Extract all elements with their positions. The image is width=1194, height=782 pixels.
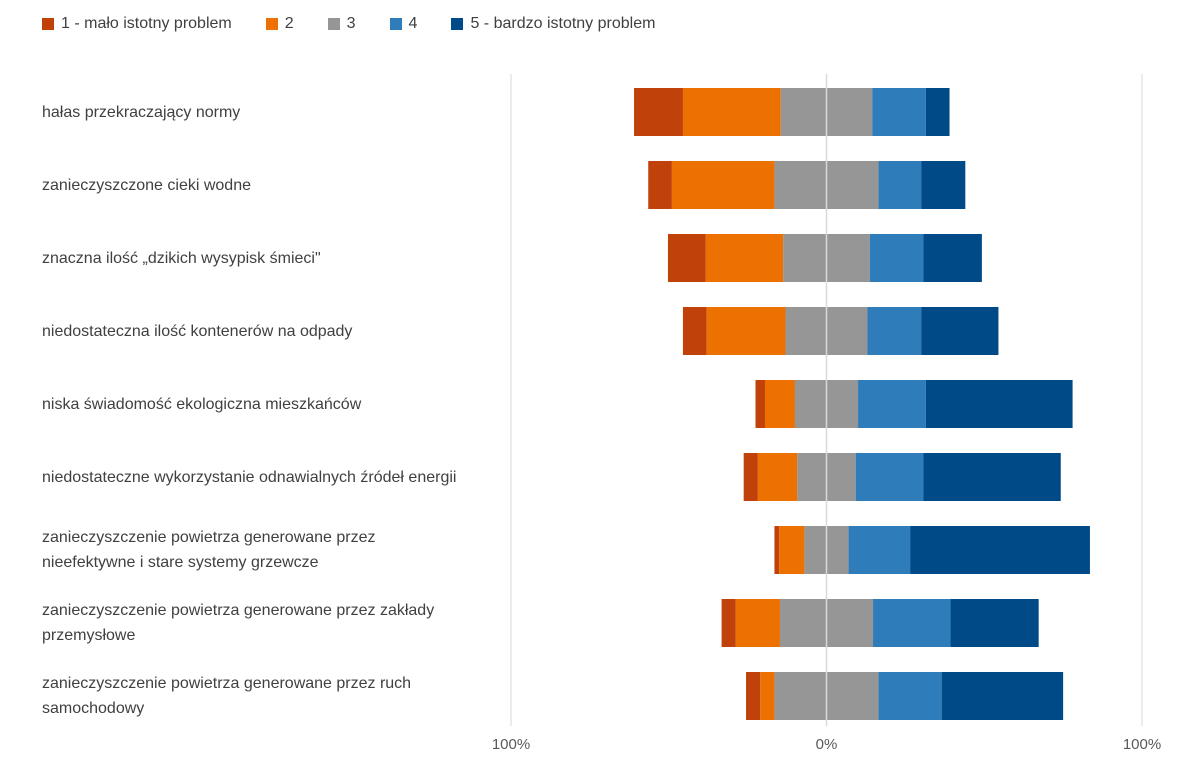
category-label: zanieczyszczone cieki wodne xyxy=(42,176,251,194)
bar-segment xyxy=(774,526,780,574)
legend-swatch xyxy=(42,18,54,30)
x-tick-label: 100% xyxy=(1123,736,1161,753)
legend-item: 1 - mało istotny problem xyxy=(42,15,232,33)
bar-segment xyxy=(923,453,1061,501)
bar-segment xyxy=(682,88,781,136)
bar-segment xyxy=(848,526,911,574)
bar-segment xyxy=(873,599,951,647)
legend-swatch xyxy=(327,18,340,30)
legend-item: 3 xyxy=(327,15,356,33)
legend-swatch xyxy=(389,18,402,30)
bar-segment xyxy=(925,88,950,136)
bar-segment xyxy=(878,161,922,209)
bar-segment xyxy=(779,526,805,574)
x-tick-label: 0% xyxy=(816,736,838,753)
bar-segment xyxy=(705,234,784,282)
bar-segment xyxy=(878,672,942,720)
bar-segment xyxy=(735,599,780,647)
bar-segment xyxy=(923,234,982,282)
bar-segment xyxy=(671,161,775,209)
bar-segment xyxy=(925,380,1073,428)
bar-segment xyxy=(757,453,798,501)
bar-segment xyxy=(921,161,966,209)
bar-segment xyxy=(667,234,706,282)
bar-segment xyxy=(746,672,761,720)
bar-segment xyxy=(855,453,924,501)
bar-segment xyxy=(760,672,775,720)
legend-item: 4 xyxy=(389,15,418,33)
category-label: niedostateczne wykorzystanie odnawialnyc… xyxy=(42,468,457,486)
bar-segment xyxy=(910,526,1090,574)
bar-segment xyxy=(921,307,999,355)
legend-swatch xyxy=(265,18,278,30)
legend-label: 3 xyxy=(346,15,356,32)
bar-segment xyxy=(867,307,922,355)
legend-item: 2 xyxy=(265,15,294,33)
category-label: niedostateczna ilość kontenerów na odpad… xyxy=(42,322,353,340)
bar-segment xyxy=(869,234,924,282)
legend-swatch xyxy=(451,18,464,30)
category-label: znaczna ilość „dzikich wysypisk śmieci" xyxy=(42,249,321,267)
x-tick-label: 100% xyxy=(492,736,530,753)
bar-segment xyxy=(941,672,1064,720)
bar-segment xyxy=(764,380,795,428)
bar-segment xyxy=(706,307,786,355)
legend-item: 5 - bardzo istotny problem xyxy=(451,15,655,33)
bar-segment xyxy=(682,307,707,355)
bar-segment xyxy=(721,599,736,647)
bar-segment xyxy=(648,161,672,209)
bar-segment xyxy=(755,380,765,428)
legend-label: 2 xyxy=(284,15,294,32)
category-label: zanieczyszczenie powietrza generowane pr… xyxy=(42,602,435,644)
bar-segment xyxy=(872,88,926,136)
category-label: zanieczyszczenie powietrza generowane pr… xyxy=(42,529,376,571)
bar-segment xyxy=(858,380,926,428)
legend-label: 1 - mało istotny problem xyxy=(61,15,232,32)
bar-segment xyxy=(950,599,1039,647)
bar-segment xyxy=(634,88,683,136)
legend-label: 4 xyxy=(408,15,418,32)
bar-segment xyxy=(743,453,758,501)
chart-legend: 1 - mało istotny problem 2 3 4 5 - bardzo is… xyxy=(42,10,689,38)
category-label: niska świadomość ekologiczna mieszkańców xyxy=(42,395,362,413)
legend-label: 5 - bardzo istotny problem xyxy=(470,15,656,32)
category-label: zanieczyszczenie powietrza generowane pr… xyxy=(42,675,412,717)
category-label: hałas przekraczający normy xyxy=(42,103,241,121)
